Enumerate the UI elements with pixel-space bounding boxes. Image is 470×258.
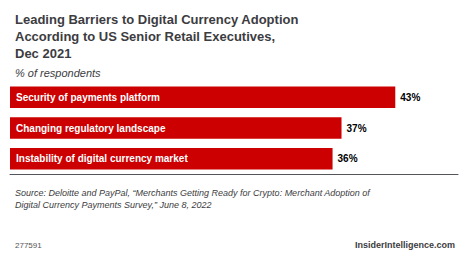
svg-text:36%: 36% [338, 153, 358, 164]
svg-text:277591: 277591 [15, 241, 42, 250]
svg-text:Source: Deloitte and PayPal, “: Source: Deloitte and PayPal, “Merchants … [15, 188, 371, 198]
svg-text:Security of payments platform: Security of payments platform [16, 92, 160, 103]
svg-text:37%: 37% [347, 123, 367, 134]
svg-text:According to US Senior Retail: According to US Senior Retail Executives… [15, 29, 275, 44]
svg-text:Changing regulatory landscape: Changing regulatory landscape [16, 123, 166, 134]
svg-text:Digital Currency Payments Surv: Digital Currency Payments Survey,” June … [15, 200, 211, 210]
svg-text:43%: 43% [400, 92, 420, 103]
svg-text:Dec 2021: Dec 2021 [15, 46, 71, 61]
svg-text:Instability of digital currenc: Instability of digital currency market [16, 153, 188, 164]
svg-text:Leading Barriers to Digital Cu: Leading Barriers to Digital Currency Ado… [15, 12, 298, 27]
svg-text:% of respondents: % of respondents [15, 67, 101, 79]
svg-text:InsiderIntelligence.com: InsiderIntelligence.com [355, 240, 455, 250]
